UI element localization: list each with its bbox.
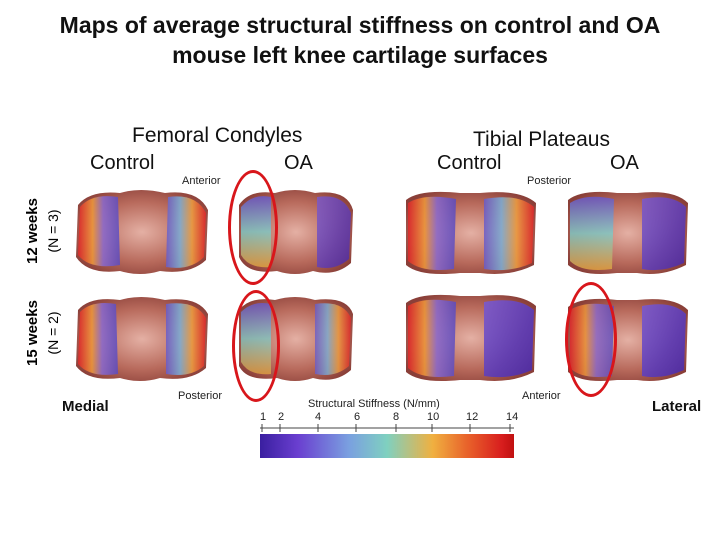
tibial-oa-12w-map bbox=[562, 185, 692, 280]
highlight-oval-femoral-12w bbox=[228, 170, 278, 285]
tibial-control-15w-map bbox=[400, 288, 540, 386]
row1-n-label: (N = 3) bbox=[45, 209, 61, 253]
colorbar-tick: 1 bbox=[260, 411, 267, 423]
colorbar-tick: 12 bbox=[466, 411, 479, 423]
highlight-oval-tibial-15w bbox=[565, 282, 617, 397]
row2-n-label: (N = 2) bbox=[45, 311, 61, 355]
medial-label: Medial bbox=[62, 398, 109, 415]
row2-weeks-label: 15 weeks bbox=[24, 300, 41, 366]
colorbar-tick: 8 bbox=[393, 411, 400, 423]
femoral-condyles-heading: Femoral Condyles bbox=[132, 124, 303, 147]
posterior-top-label: Posterior bbox=[527, 175, 572, 187]
colorbar-tick: 10 bbox=[427, 411, 440, 423]
colorbar-tick: 2 bbox=[278, 411, 285, 423]
femoral-control-12w-map bbox=[70, 185, 212, 280]
anterior-bottom-label: Anterior bbox=[522, 390, 561, 402]
colorbar-tick: 4 bbox=[315, 411, 322, 423]
stiffness-colorbar bbox=[260, 424, 514, 458]
oa-tibial-label: OA bbox=[610, 152, 639, 174]
oa-femoral-label: OA bbox=[284, 152, 313, 174]
colorbar-tick: 14 bbox=[506, 411, 519, 423]
posterior-bottom-label: Posterior bbox=[178, 390, 223, 402]
colorbar-title: Structural Stiffness (N/mm) bbox=[308, 398, 440, 410]
lateral-label: Lateral bbox=[652, 398, 702, 415]
highlight-oval-femoral-15w bbox=[232, 290, 280, 402]
slide-title: Maps of average structural stiffness on … bbox=[59, 12, 661, 68]
tibial-control-12w-map bbox=[400, 185, 540, 280]
femoral-control-15w-map bbox=[70, 292, 212, 387]
control-tibial-label: Control bbox=[437, 152, 502, 174]
anterior-top-label: Anterior bbox=[182, 175, 221, 187]
colorbar-tick: 6 bbox=[354, 411, 361, 423]
row1-weeks-label: 12 weeks bbox=[24, 198, 41, 264]
tibial-plateaus-heading: Tibial Plateaus bbox=[473, 128, 610, 151]
control-femoral-label: Control bbox=[90, 152, 155, 174]
